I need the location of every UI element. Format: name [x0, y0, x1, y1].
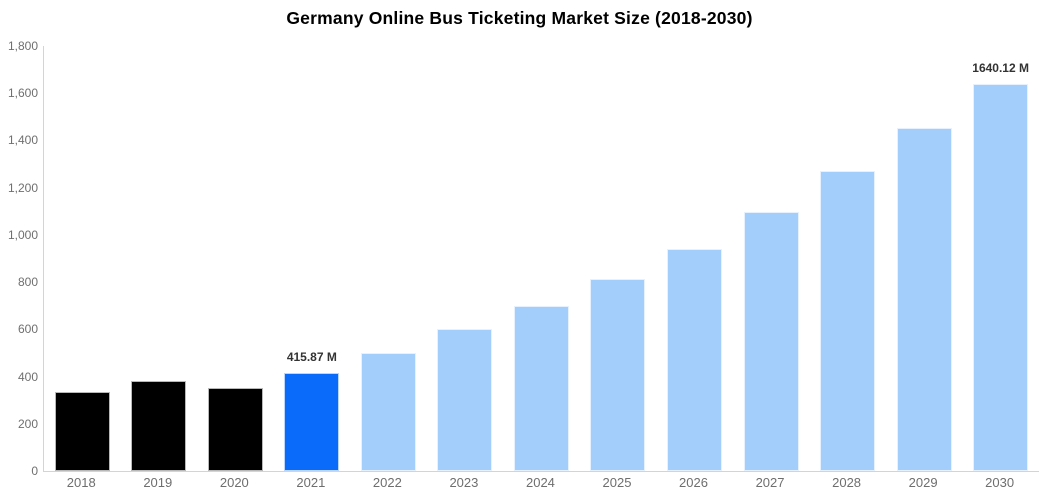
- bar-slot-2021: 415.87 M: [274, 46, 351, 471]
- x-tick-label-2024: 2024: [525, 475, 555, 490]
- y-tick-label: 1,200: [7, 180, 38, 195]
- bar-2030: [973, 83, 1029, 471]
- bar-2025: [590, 279, 646, 471]
- bar-slot-2020: [197, 46, 274, 471]
- bar-2020: [207, 388, 263, 471]
- x-tick-label-2026: 2026: [679, 475, 708, 490]
- bar-slot-2027: [733, 46, 810, 471]
- bar-slot-2028: [809, 46, 886, 471]
- bar-2024: [513, 306, 569, 471]
- x-tick-label-2019: 2019: [143, 475, 173, 490]
- x-tick-label-2021: 2021: [296, 475, 326, 490]
- bar-2028: [820, 171, 876, 471]
- bar-slot-2018: [44, 46, 121, 471]
- y-tick-label: 1,600: [7, 86, 38, 101]
- bar-2022: [360, 352, 416, 471]
- x-tick-label-2029: 2029: [908, 475, 938, 490]
- bar-value-label-2030: 1640.12 M: [972, 60, 1029, 75]
- y-tick-label: 1,000: [7, 227, 38, 242]
- x-tick-label-2028: 2028: [832, 475, 862, 490]
- bar-value-label-2021: 415.87 M: [286, 349, 337, 364]
- x-tick-label-2025: 2025: [602, 475, 632, 490]
- bar-slot-2019: [121, 46, 198, 471]
- y-tick-label: 1,400: [7, 133, 38, 148]
- bar-slot-2026: [656, 46, 733, 471]
- x-tick-label-2018: 2018: [66, 475, 96, 490]
- x-tick-label-2020: 2020: [219, 475, 249, 490]
- bar-2018: [54, 391, 110, 471]
- y-tick-label: 0: [31, 464, 38, 478]
- bar-2029: [896, 128, 952, 471]
- bar-slot-2023: [427, 46, 504, 471]
- bar-2026: [667, 249, 723, 471]
- bar-2021: [284, 372, 340, 471]
- y-tick-label: 1,800: [7, 39, 38, 53]
- chart-title: Germany Online Bus Ticketing Market Size…: [286, 8, 753, 28]
- bars-row: 415.87 M 1640.12 M: [44, 46, 1039, 471]
- bar-2027: [743, 212, 799, 471]
- x-tick-label-2022: 2022: [372, 475, 402, 490]
- bar-slot-2024: [503, 46, 580, 471]
- y-tick-label: 200: [17, 416, 38, 431]
- bar-slot-2025: [580, 46, 657, 471]
- y-tick-label: 800: [17, 275, 38, 290]
- y-tick-label: 600: [17, 322, 38, 337]
- y-axis: 1,800 1,600 1,400 1,200 1,000 800 600 400 200 0: [0, 0, 38, 500]
- x-axis: 2018 2019 2020 2021 2022 2023 2024 2025 2026 2027…: [43, 475, 1038, 490]
- x-tick-label-2027: 2027: [755, 475, 785, 490]
- x-tick-label-2030: 2030: [985, 475, 1015, 490]
- y-tick-label: 400: [17, 369, 38, 384]
- bar-2023: [437, 329, 493, 471]
- bar-slot-2022: [350, 46, 427, 471]
- bar-2019: [131, 380, 187, 471]
- bar-slot-2030: 1640.12 M: [962, 46, 1039, 471]
- plot-area: 415.87 M 1640.12 M: [43, 46, 1039, 472]
- bar-slot-2029: [886, 46, 963, 471]
- x-tick-label-2023: 2023: [449, 475, 479, 490]
